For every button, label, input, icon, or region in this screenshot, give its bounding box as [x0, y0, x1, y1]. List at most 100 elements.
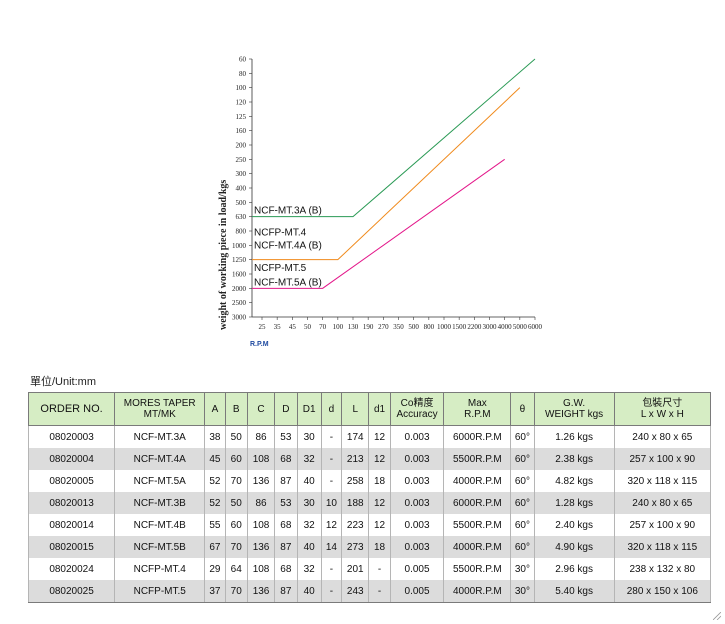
table-cell: 174 — [341, 425, 370, 448]
y-tick-label: 120 — [236, 99, 247, 107]
table-cell: 12 — [368, 492, 391, 514]
table-cell: 08020005 — [27, 470, 116, 492]
table-cell: 201 — [341, 558, 370, 580]
table-cell: 60° — [510, 514, 535, 536]
table-cell: 2.96 kgs — [533, 558, 615, 580]
table-cell: 60° — [510, 470, 535, 492]
x-tick-label: 100 — [333, 323, 344, 331]
table-cell: 1.26 kgs — [533, 425, 615, 448]
table-cell: 213 — [341, 448, 370, 470]
table-cell: 10 — [320, 492, 343, 514]
table-cell: NCF-MT.5B — [114, 536, 206, 558]
table-cell: 08020003 — [27, 425, 116, 448]
table-cell: 87 — [274, 470, 298, 492]
series-label: NCF-MT.5A (B) — [254, 277, 322, 288]
table-cell: - — [320, 558, 343, 580]
column-header: MORES TAPER MT/MK — [114, 392, 206, 426]
table-cell: 18 — [368, 470, 391, 492]
table-cell: 4.90 kgs — [533, 536, 615, 558]
table-cell: 258 — [341, 470, 370, 492]
table-cell: NCF-MT.4B — [114, 514, 206, 536]
series-line-3 — [252, 158, 505, 289]
x-tick-label: 25 — [259, 323, 267, 331]
table-cell: 1.28 kgs — [533, 492, 615, 514]
table-cell: 08020014 — [27, 514, 116, 536]
y-tick-label: 300 — [236, 170, 247, 178]
table-cell: - — [368, 580, 391, 603]
column-header: B — [224, 392, 248, 426]
column-header: 包裝尺寸 L x W x H — [613, 392, 712, 426]
column-header: θ — [510, 392, 535, 426]
table-cell: 53 — [274, 492, 298, 514]
table-cell: 12 — [368, 425, 391, 448]
series-line-1 — [252, 58, 536, 218]
table-cell: 223 — [341, 514, 370, 536]
y-tick-label: 1600 — [232, 271, 247, 279]
x-tick-label: 70 — [319, 323, 327, 331]
table-cell: 38 — [204, 425, 226, 448]
x-tick-label: 35 — [274, 323, 282, 331]
table-cell: 60° — [510, 448, 535, 470]
y-axis-label: weight of working piece in load/kgs — [218, 180, 229, 330]
table-cell: 2.38 kgs — [533, 448, 615, 470]
table-cell: NCF-MT.3A — [114, 425, 206, 448]
table-cell: 136 — [246, 580, 276, 603]
table-cell: 30° — [510, 558, 535, 580]
y-tick-label: 500 — [236, 199, 247, 207]
column-header: G.W. WEIGHT kgs — [533, 392, 615, 426]
table-cell: 108 — [246, 558, 276, 580]
table-cell: 12 — [368, 514, 391, 536]
table-cell: NCF-MT.3B — [114, 492, 206, 514]
table-cell: 08020004 — [27, 448, 116, 470]
table-cell: 08020015 — [27, 536, 116, 558]
y-tick-label: 200 — [236, 142, 247, 150]
column-header: A — [204, 392, 226, 426]
y-tick-label: 400 — [236, 185, 247, 193]
table-cell: 6000R.P.M — [443, 425, 512, 448]
table-cell: 60 — [224, 514, 248, 536]
table-cell: 12 — [368, 448, 391, 470]
table-cell: 70 — [224, 470, 248, 492]
table-cell: 0.003 — [389, 470, 445, 492]
table-row: 08020005 NCF-MT.5A 52 70 136 87 40-258 18 0.003 4… — [27, 470, 712, 492]
table-cell: 53 — [274, 425, 298, 448]
table-cell: 55 — [204, 514, 226, 536]
table-cell: - — [368, 558, 391, 580]
y-tick-labels: 60 80 100 120 125 160 200 250 300 400 500 630 800 100… — [232, 56, 252, 322]
y-tick-label: 60 — [239, 56, 247, 64]
table-cell: 12 — [320, 514, 343, 536]
table-cell: 29 — [204, 558, 226, 580]
column-header: D — [274, 392, 298, 426]
y-tick-label: 100 — [236, 84, 247, 92]
table-cell: 08020013 — [27, 492, 116, 514]
table-cell: 30 — [296, 425, 322, 448]
series-line-2 — [252, 87, 521, 261]
y-tick-label: 80 — [239, 70, 247, 78]
table-cell: 68 — [274, 558, 298, 580]
table-cell: 67 — [204, 536, 226, 558]
table-cell: - — [320, 448, 343, 470]
table-cell: 0.003 — [389, 514, 445, 536]
y-tick-label: 800 — [236, 228, 247, 236]
column-header: Co精度 Accuracy — [389, 392, 445, 426]
y-tick-label: 2500 — [232, 299, 247, 307]
table-cell: 87 — [274, 580, 298, 603]
table-cell: - — [320, 470, 343, 492]
table-row: 08020024 NCFP-MT.4 29 64 108 68 32-201-0.005 55… — [27, 558, 712, 580]
table-cell: 60 — [224, 448, 248, 470]
table-cell: 40 — [296, 470, 322, 492]
chart-series — [252, 58, 536, 289]
x-tick-label: 1500 — [452, 323, 467, 331]
x-tick-label: 6000 — [528, 323, 543, 331]
x-tick-label: 1000 — [437, 323, 452, 331]
table-cell: NCFP-MT.5 — [114, 580, 206, 603]
table-cell: 86 — [246, 492, 276, 514]
table-cell: 0.005 — [389, 558, 445, 580]
table-cell: 32 — [296, 448, 322, 470]
table-cell: 243 — [341, 580, 370, 603]
table-row: 08020025 NCFP-MT.5 37 70 136 87 40-243-0.005 40… — [27, 580, 712, 603]
table-cell: 108 — [246, 448, 276, 470]
